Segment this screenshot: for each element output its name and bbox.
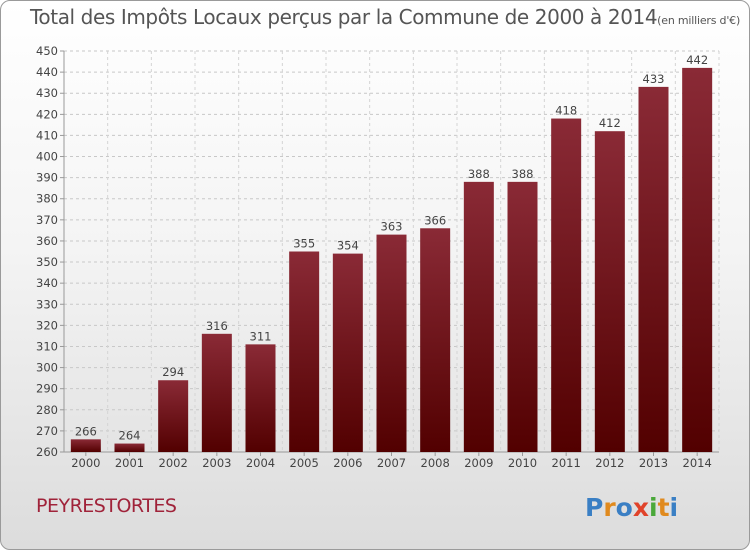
- bar-2006: [332, 253, 363, 452]
- bar-2004: [245, 344, 276, 452]
- bar-2007: [376, 234, 407, 452]
- y-tick-label: 310: [36, 339, 58, 353]
- x-tick-label: 2011: [552, 456, 581, 470]
- data-labels: 266 264 294 316 311 355 354 363 366 388 388 418 412 4…: [75, 53, 708, 443]
- x-tick-label: 2007: [377, 456, 406, 470]
- x-tick-label: 2012: [595, 456, 624, 470]
- y-tick-label: 430: [36, 86, 58, 100]
- data-label: 363: [381, 220, 403, 234]
- commune-name: PEYRESTORTES: [36, 495, 177, 517]
- x-tick-label: 2010: [508, 456, 537, 470]
- y-tick-label: 400: [36, 150, 58, 164]
- bar-2012: [594, 131, 625, 452]
- x-tick-label: 2003: [202, 456, 231, 470]
- bar-2001: [114, 443, 145, 452]
- bar-2014: [682, 67, 713, 452]
- y-tick-label: 260: [36, 445, 58, 459]
- x-tick-label: 2014: [683, 456, 712, 470]
- x-tick-label: 2006: [333, 456, 362, 470]
- bar-2008: [420, 228, 451, 452]
- bars: [70, 67, 713, 453]
- x-tick-label: 2009: [464, 456, 493, 470]
- data-label: 266: [75, 424, 97, 438]
- y-tick-label: 300: [36, 361, 58, 375]
- data-label: 354: [337, 239, 359, 253]
- y-tick-label: 360: [36, 234, 58, 248]
- y-tick-label: 340: [36, 276, 58, 290]
- data-label: 412: [599, 116, 621, 130]
- y-tick-label: 380: [36, 192, 58, 206]
- data-label: 388: [512, 167, 534, 181]
- data-label: 316: [206, 319, 228, 333]
- data-label: 355: [293, 237, 315, 251]
- x-tick-label: 2005: [290, 456, 319, 470]
- data-label: 442: [686, 53, 708, 67]
- proxiti-logo: Proxiti: [585, 493, 678, 522]
- data-label: 388: [468, 167, 490, 181]
- y-tick-label: 370: [36, 213, 58, 227]
- bar-2003: [201, 333, 232, 452]
- y-tick-label: 420: [36, 107, 58, 121]
- y-tick-label: 440: [36, 65, 58, 79]
- data-label: 264: [119, 429, 141, 443]
- data-label: 294: [162, 365, 184, 379]
- data-label: 311: [250, 329, 272, 343]
- x-tick-label: 2013: [639, 456, 668, 470]
- x-tick-label: 2008: [421, 456, 450, 470]
- svg-text:Proxiti: Proxiti: [585, 493, 678, 522]
- x-tick-label: 2004: [246, 456, 275, 470]
- chart-title-block: Total des Impôts Locaux perçus par la Co…: [30, 5, 740, 29]
- bar-2002: [158, 380, 189, 452]
- y-tick-label: 410: [36, 128, 58, 142]
- x-tick-label: 2001: [115, 456, 144, 470]
- x-tick-label: 2002: [159, 456, 188, 470]
- y-tick-label: 280: [36, 403, 58, 417]
- y-tick-label: 390: [36, 171, 58, 185]
- y-tick-label: 350: [36, 255, 58, 269]
- data-label: 418: [555, 104, 577, 118]
- y-tick-label: 290: [36, 382, 58, 396]
- y-tick-label: 450: [36, 44, 58, 58]
- x-tick-label: 2000: [71, 456, 100, 470]
- bar-2013: [638, 86, 669, 453]
- y-tick-label: 270: [36, 424, 58, 438]
- bar-2005: [289, 251, 320, 452]
- bar-2011: [551, 118, 582, 453]
- bar-2010: [507, 181, 538, 452]
- bar-2000: [70, 439, 101, 452]
- y-tick-label: 330: [36, 297, 58, 311]
- data-label: 433: [643, 72, 665, 86]
- bar-2009: [463, 181, 494, 452]
- chart-title: Total des Impôts Locaux perçus par la Co…: [30, 5, 658, 29]
- data-label: 366: [424, 213, 446, 227]
- y-tick-label: 320: [36, 318, 58, 332]
- chart-unit: (en milliers d'€): [657, 14, 741, 27]
